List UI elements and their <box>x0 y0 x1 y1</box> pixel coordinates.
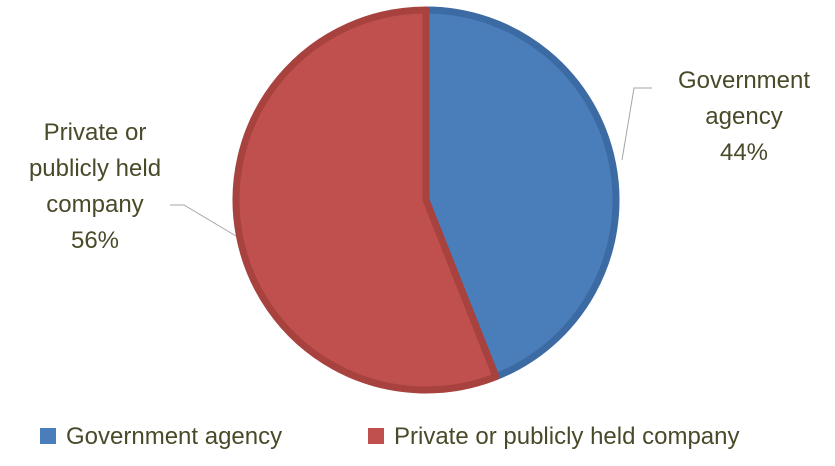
pie-slices <box>232 6 620 394</box>
slice-label-line: 44% <box>720 139 768 166</box>
legend-swatch <box>40 428 56 444</box>
pie-slice-government-agency <box>422 6 620 381</box>
legend-item-private-or-publicly-held-company: Private or publicly held company <box>368 423 740 450</box>
legend-swatch <box>368 428 384 444</box>
slice-label-line: Private or <box>44 119 147 146</box>
legend-label: Private or publicly held company <box>394 423 740 450</box>
leader-line-private-or-publicly-held-company <box>170 204 237 237</box>
slice-labels: Government agency 44% Private or publicly he… <box>29 67 810 254</box>
leader-lines <box>170 87 652 237</box>
leader-line-government-agency <box>621 87 652 161</box>
legend: Government agency Private or publicly hel… <box>40 423 740 450</box>
slice-label-private-or-publicly-held-company: Private or publicly held company 56% <box>29 119 161 254</box>
slice-label-line: Government <box>678 67 810 94</box>
legend-label: Government agency <box>66 423 282 450</box>
slice-label-line: publicly held <box>29 155 161 182</box>
slice-label-line: company <box>46 191 143 218</box>
slice-label-line: 56% <box>71 227 119 254</box>
pie-slice-private-or-publicly-held-company <box>232 6 500 394</box>
slice-label-government-agency: Government agency 44% <box>678 67 810 166</box>
legend-item-government-agency: Government agency <box>40 423 282 450</box>
slice-label-line: agency <box>705 103 782 130</box>
